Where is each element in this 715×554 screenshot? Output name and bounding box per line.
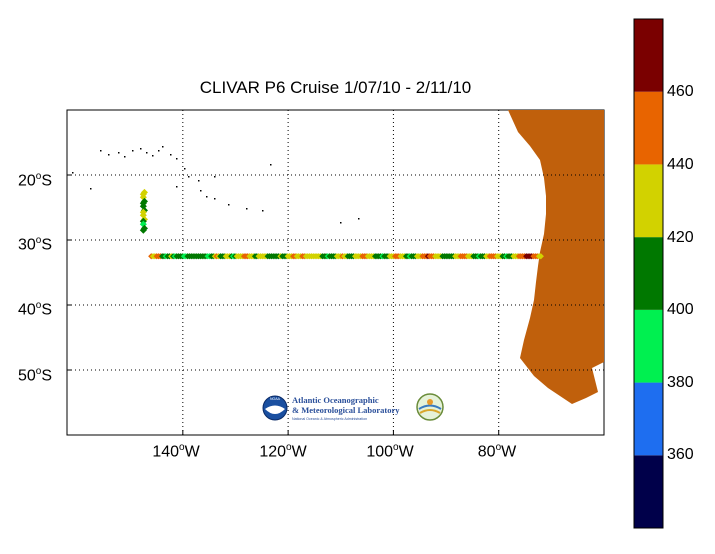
lon-label-80w: 80oW [477,442,517,461]
colorbar-band [634,91,663,165]
island-dot [118,152,120,154]
colorbar-band [634,164,663,238]
aoml-emblem-icon [416,393,444,421]
colorbar-band [634,237,663,310]
noaa-emblem-text: NOAA [270,397,281,401]
lon-label-140w: 140oW [152,442,200,461]
lon-label-100w: 100oW [366,442,414,461]
colorbar [634,19,663,528]
island-dot [214,176,216,178]
colorbar-band [634,455,663,528]
lat-label-30s: 30oS [18,235,53,254]
colorbar-band [634,382,663,456]
lat-label-20s: 20oS [18,171,53,190]
island-dot [176,186,178,188]
land-south-america [508,110,604,404]
colorbar-label-380: 380 [667,374,694,391]
island-dot [140,148,142,150]
island-dot [228,204,230,206]
pacific-islands [72,146,360,224]
colorbar-label-420: 420 [667,229,694,246]
map-grid [67,110,604,435]
colorbar-band [634,309,663,383]
island-dot [246,208,248,210]
aoml-line3: National Oceanic & Atmospheric Administr… [292,417,367,421]
island-dot [200,190,202,192]
aoml-line2: & Meteorological Laboratory [292,405,400,415]
island-dot [214,198,216,200]
island-dot [176,158,178,160]
island-dot [100,150,102,152]
colorbar-label-460: 460 [667,83,694,100]
island-dot [270,164,272,166]
island-dot [132,150,134,152]
island-dot [146,152,148,154]
colorbar-band [634,19,663,92]
noaa-gull-icon [265,405,285,414]
aoml-line1: Atlantic Oceanographic [292,395,379,405]
cruise-sample [537,253,544,260]
island-dot [188,176,190,178]
island-dot [152,155,154,157]
island-dot [158,150,160,152]
lon-label-120w: 120oW [259,442,307,461]
island-dot [262,210,264,212]
island-dot [108,154,110,156]
island-dot [198,180,200,182]
island-dot [206,196,208,198]
cruise-sample [139,226,147,234]
island-dot [72,172,74,174]
colorbar-label-400: 400 [667,301,694,318]
colorbar-frame [633,18,664,529]
island-dot [90,188,92,190]
island-dot [124,156,126,158]
cruise-track [139,188,544,260]
aoml-logo: NOAA Atlantic Oceanographic & Meteorolog… [262,392,446,424]
colorbar-label-440: 440 [667,156,694,173]
colorbar-label-360: 360 [667,446,694,463]
lat-label-50s: 50oS [18,366,53,385]
island-dot [340,222,342,224]
map-title: CLIVAR P6 Cruise 1/07/10 - 2/11/10 [199,78,472,97]
island-dot [358,218,360,220]
map-frame [66,109,605,436]
island-dot [162,146,164,148]
lat-label-40s: 40oS [18,300,53,319]
island-dot [170,154,172,156]
island-dot [184,168,186,170]
